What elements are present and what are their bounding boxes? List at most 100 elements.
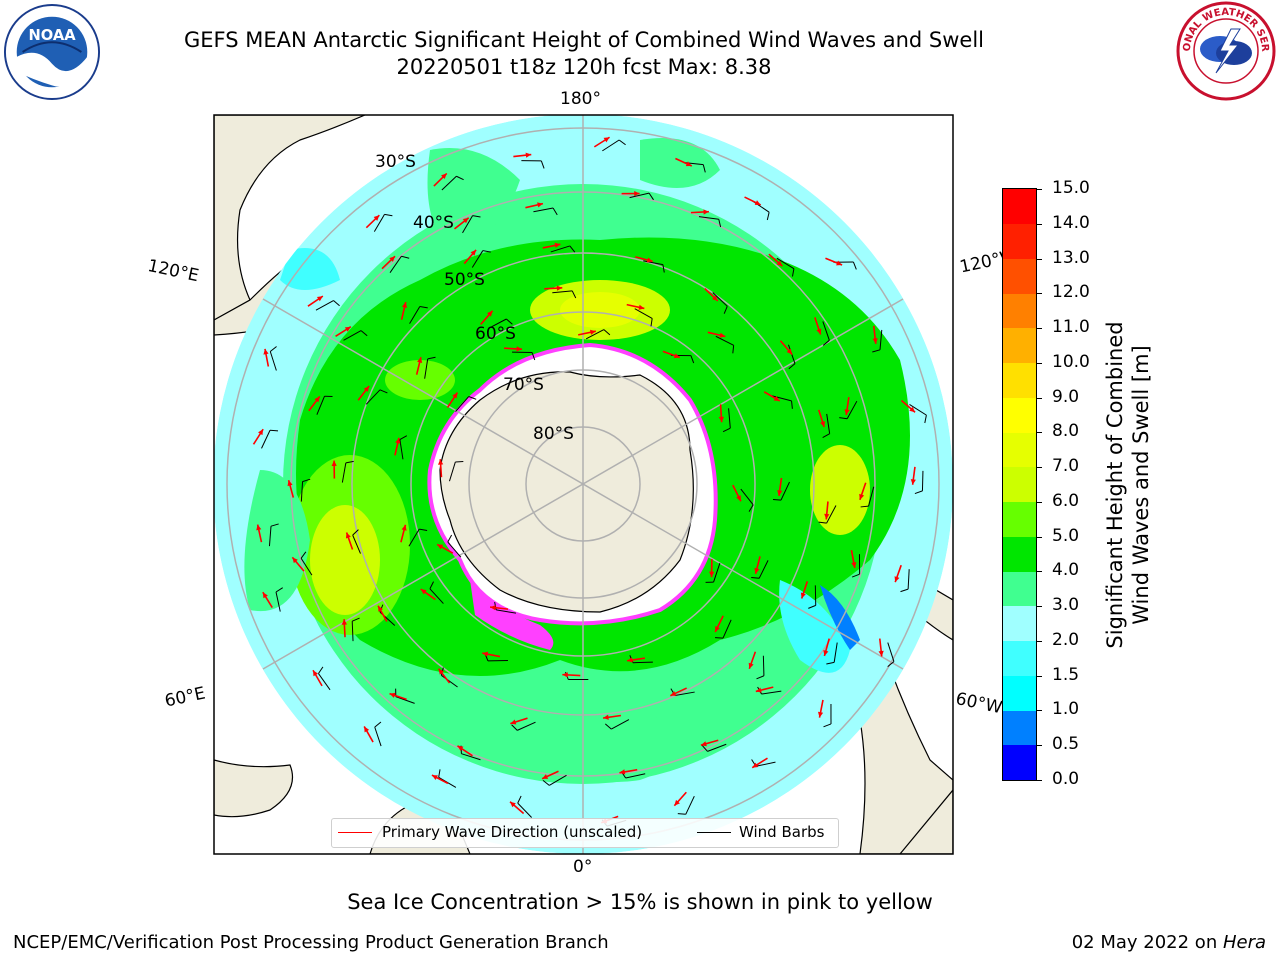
lon-label-180: 180° — [560, 89, 601, 109]
wave-direction-arrow — [345, 532, 354, 550]
wave-direction-arrow — [420, 588, 436, 601]
colorbar-tick-mark — [1036, 571, 1042, 573]
wave-direction-arrow — [510, 717, 528, 725]
wave-direction-arrow — [291, 556, 305, 572]
wave-direction-arrow — [894, 564, 902, 583]
footer-date-text: 02 May 2022 on — [1071, 932, 1223, 953]
chart-subtitle: 20220501 t18z 120h fcst Max: 8.38 — [396, 55, 772, 79]
wind-barb — [822, 413, 831, 439]
wave-direction-arrow — [437, 668, 451, 684]
wind-barb — [441, 175, 464, 191]
wave-direction-arrow — [377, 605, 388, 622]
wind-barb — [722, 408, 731, 433]
noaa-logo-text: NOAA — [28, 27, 76, 44]
wind-barb — [826, 642, 838, 665]
colorbar-tick-label: 5.0 — [1052, 525, 1080, 546]
wave-direction-arrow — [509, 801, 525, 815]
antarctica — [439, 371, 694, 613]
wave-direction-arrow — [626, 657, 645, 663]
colorbar-segment — [1003, 640, 1036, 676]
colorbar-tick-label: 15.0 — [1052, 178, 1090, 198]
lon-label-0: 0° — [573, 857, 593, 877]
wind-barb — [701, 743, 727, 752]
colorbar-tick-mark — [1036, 640, 1042, 642]
wave-direction-arrow — [670, 687, 688, 697]
colorbar-segment — [1003, 223, 1036, 259]
wave-direction-arrow — [312, 669, 323, 687]
wave-direction-arrow — [763, 391, 781, 402]
colorbar-tick-label: 7.0 — [1052, 456, 1080, 477]
colorbar-tick-label: 11.0 — [1052, 317, 1090, 338]
wave-direction-arrow — [707, 331, 726, 338]
colorbar-title-line1: Significant Height of Combined — [1103, 321, 1127, 649]
lat-label-80s: 80°S — [533, 424, 574, 444]
legend-barb-line — [697, 832, 731, 833]
wave-direction-arrow — [256, 524, 263, 543]
colorbar-tick-mark — [1036, 606, 1042, 608]
footer-credit: NCEP/EMC/Verification Post Processing Pr… — [13, 932, 609, 953]
wave-direction-arrow — [714, 615, 724, 633]
wind-barb — [389, 255, 410, 273]
colorbar-segment — [1003, 189, 1036, 224]
wave-direction-arrow — [779, 340, 793, 355]
wind-barb — [602, 139, 626, 152]
wave-direction-arrow — [814, 317, 822, 335]
wave-direction-arrow — [768, 253, 783, 267]
colorbar — [1002, 188, 1037, 781]
wave-direction-arrow — [777, 477, 783, 496]
wave-direction-arrow — [525, 202, 544, 209]
wind-barb — [715, 619, 732, 639]
lat-label-40s: 40°S — [413, 213, 454, 233]
wave-direction-arrow — [578, 329, 596, 336]
colorbar-tick-mark — [1036, 710, 1042, 712]
wind-barb — [715, 335, 735, 354]
wave-direction-arrow — [357, 385, 370, 401]
colorbar-tick-mark — [1036, 501, 1042, 503]
wind-barb — [634, 308, 653, 327]
wave-direction-arrow — [307, 295, 324, 307]
wave-direction-arrow — [454, 217, 470, 230]
footer-host: Hera — [1222, 932, 1266, 953]
wind-barb — [851, 554, 861, 578]
wind-barb — [677, 796, 695, 815]
nws-logo-icon: NATIONAL WEATHER SERVICE — [1176, 1, 1276, 101]
wave-direction-arrow — [593, 136, 610, 148]
wave-direction-arrow — [335, 326, 352, 337]
wind-barb — [818, 505, 837, 524]
lat-label-70s: 70°S — [503, 375, 544, 395]
noaa-logo-icon: NOAA — [3, 3, 101, 101]
colorbar-segment — [1003, 293, 1036, 329]
colorbar-tick-label: 2.0 — [1052, 629, 1080, 650]
wave-direction-arrow — [800, 581, 809, 599]
colorbar-tick-label: 14.0 — [1052, 212, 1090, 233]
wind-barb — [488, 318, 513, 329]
colorbar-tick-mark — [1036, 780, 1042, 781]
colorbar-tick-mark — [1036, 328, 1042, 330]
wind-barb — [542, 774, 567, 786]
wind-barb — [756, 655, 765, 680]
wave-direction-arrow — [513, 152, 532, 158]
wind-barb — [374, 721, 382, 747]
wave-direction-arrow — [365, 214, 380, 229]
wind-barb — [585, 329, 611, 340]
legend-wave-line — [338, 832, 372, 833]
wind-barb — [521, 160, 545, 169]
colorbar-segment — [1003, 432, 1036, 468]
wind-barb — [455, 396, 477, 412]
wind-barb — [808, 585, 817, 609]
wind-barb — [860, 486, 875, 508]
wind-barb — [629, 192, 654, 201]
wind-barb — [275, 587, 283, 612]
colorbar-tick-mark — [1036, 362, 1042, 364]
colorbar-tick-label: 9.0 — [1052, 386, 1080, 407]
colorbar-segment — [1003, 675, 1036, 711]
wave-direction-arrow — [562, 672, 581, 678]
wave-direction-arrows-layer — [252, 136, 916, 824]
wind-barb — [343, 330, 368, 341]
wave-direction-arrow — [844, 397, 850, 416]
wind-barb — [698, 216, 722, 228]
wind-barb — [550, 245, 576, 253]
wave-direction-arrow — [878, 638, 884, 657]
colorbar-tick-mark — [1036, 258, 1042, 260]
